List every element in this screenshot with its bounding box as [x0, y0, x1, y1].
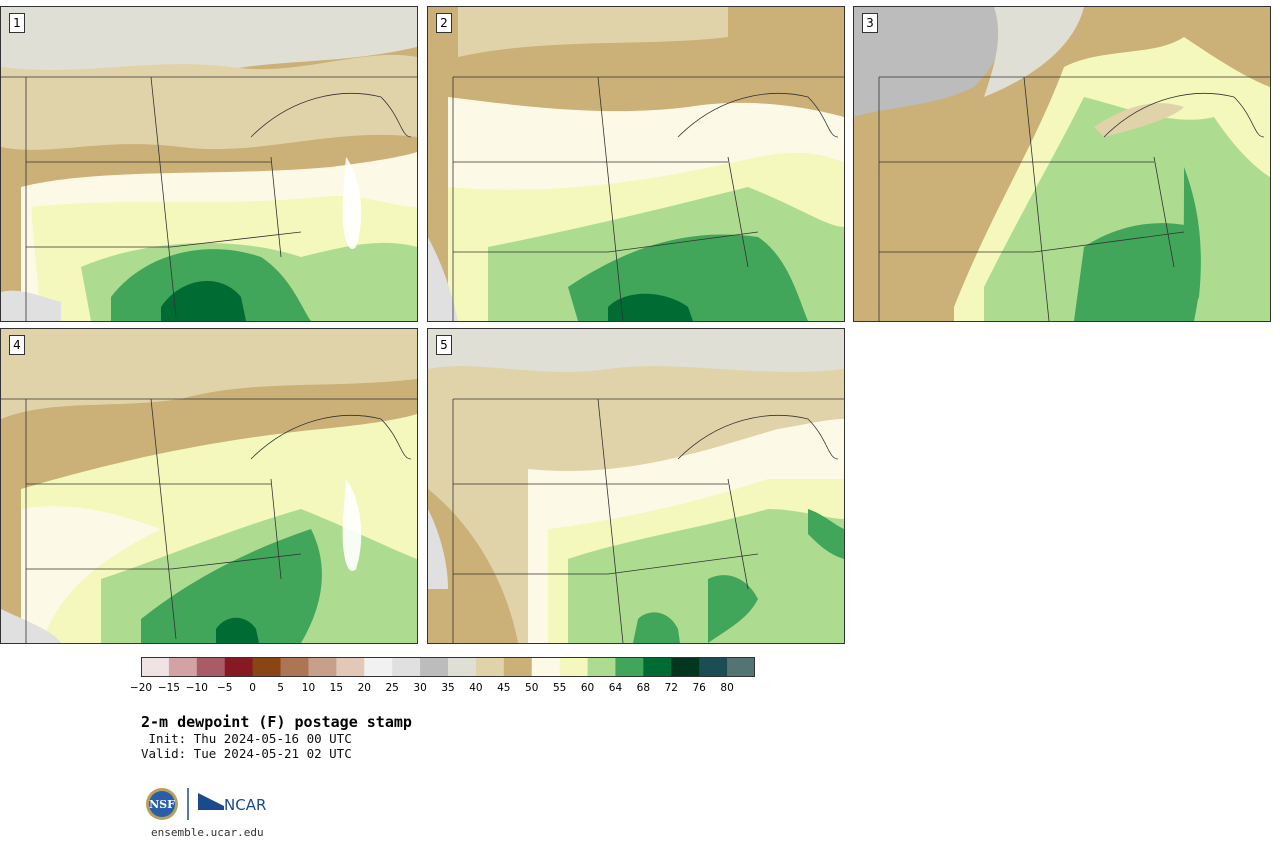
colorbar-tick-label: 64 [608, 682, 623, 694]
dewpoint-map [428, 329, 844, 643]
colorbar-tick-label: 55 [552, 682, 567, 694]
colorbar-swatch [448, 657, 477, 677]
nsf-ncar-logo: NSF NCAR [146, 788, 266, 820]
colorbar-tick-labels: −20 −15 −10 −5 0 5 10 15 20 25 30 35 40 45 50 55 60 64 68 7… [130, 680, 781, 696]
colorbar-tick-label: 68 [636, 682, 651, 694]
map-panel-2: 2 [427, 6, 845, 322]
colorbar-tick-label: 25 [385, 682, 399, 694]
colorbar-tick-label: 45 [497, 682, 511, 694]
colorbar-tick-label: 30 [413, 682, 427, 694]
dewpoint-map [1, 329, 417, 643]
colorbar-swatch [336, 657, 365, 677]
dewpoint-map [854, 7, 1270, 321]
init-time: Init: Thu 2024-05-16 00 UTC [141, 731, 352, 746]
colorbar-swatch [503, 657, 533, 677]
colorbar-tick-label: −20 [129, 682, 153, 694]
colorbar-swatch [559, 657, 589, 677]
map-panel-1: 1 [0, 6, 418, 322]
dewpoint-map [1, 7, 417, 321]
colorbar-tick-label: 35 [441, 682, 455, 694]
ncar-logo-text: NCAR [224, 796, 266, 814]
colorbar-swatch [615, 657, 644, 677]
colorbar-tick-label: 80 [720, 682, 734, 694]
colorbar-swatch [671, 657, 700, 677]
panel-label: 1 [9, 13, 25, 33]
panel-label: 2 [436, 13, 452, 33]
colorbar-swatch [727, 657, 755, 677]
colorbar-swatch [475, 657, 505, 677]
map-panel-4: 4 [0, 328, 418, 644]
colorbar-swatch [308, 657, 337, 677]
panel-label: 4 [9, 335, 25, 355]
colorbar-swatch [141, 657, 170, 677]
colorbar-tick-label: 40 [469, 682, 483, 694]
colorbar-tick-label: 60 [580, 682, 595, 694]
colorbar-swatch [196, 657, 226, 677]
colorbar-tick-label: 5 [277, 682, 284, 694]
colorbar-border [141, 657, 755, 677]
panel-label: 5 [436, 335, 452, 355]
panel-label: 3 [862, 13, 878, 33]
map-panel-5: 5 [427, 328, 845, 644]
colorbar-swatch [643, 657, 672, 677]
colorbar-tick-label: 72 [664, 682, 678, 694]
colorbar-swatch [587, 657, 616, 677]
colorbar-swatch [364, 657, 393, 677]
colorbar-swatch [392, 657, 421, 677]
colorbar-swatch [531, 657, 561, 677]
colorbar-swatch [280, 657, 309, 677]
valid-time: Valid: Tue 2024-05-21 02 UTC [141, 746, 352, 761]
colorbar-tick-label: 15 [329, 682, 344, 694]
colorbar-tick-label: 20 [357, 682, 371, 694]
dewpoint-map [428, 7, 844, 321]
colorbar-tick-label: 0 [249, 682, 256, 694]
colorbar-swatch [699, 657, 728, 677]
colorbar-tick-label: 50 [525, 682, 539, 694]
colorbar-tick-label: −15 [157, 682, 180, 694]
colorbar-swatch [420, 657, 449, 677]
colorbar-swatch [224, 657, 254, 677]
site-url: ensemble.ucar.edu [151, 826, 264, 839]
colorbar-tick-label: 10 [301, 682, 316, 694]
colorbar-swatch [252, 657, 282, 677]
nsf-logo-text: NSF [149, 798, 175, 811]
dewpoint-colorbar [141, 657, 755, 677]
colorbar-tick-label: −10 [185, 682, 208, 694]
product-title: 2-m dewpoint (F) postage stamp [141, 713, 412, 731]
colorbar-tick-label: 76 [692, 682, 706, 694]
colorbar-tick-label: −5 [216, 682, 233, 694]
colorbar-swatch [168, 657, 198, 677]
map-panel-3: 3 [853, 6, 1271, 322]
